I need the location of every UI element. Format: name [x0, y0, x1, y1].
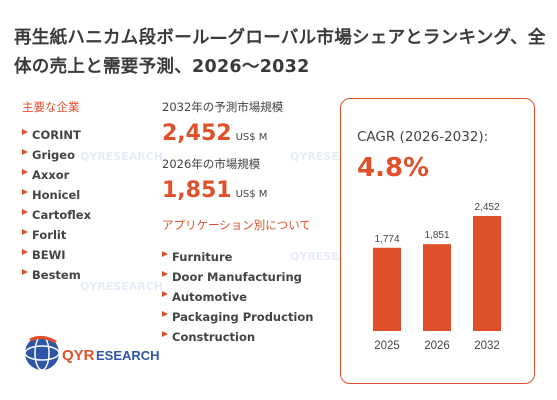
- arrow-bullet-icon: [162, 291, 168, 297]
- forecast-2032-label: 2032年の予測市場規模: [162, 100, 284, 114]
- list-item: Construction: [162, 327, 342, 347]
- market-size-section: 2032年の予測市場規模 2,452 US$ M 2026年の市場規模 1,85…: [162, 99, 342, 347]
- arrow-bullet-icon: [162, 251, 168, 257]
- arrow-bullet-icon: [22, 269, 28, 275]
- company-name: BEWI: [32, 248, 66, 262]
- company-name: Cartoflex: [32, 208, 92, 222]
- cagr-label: CAGR (2026-2032):: [357, 129, 489, 145]
- arrow-bullet-icon: [162, 311, 168, 317]
- watermark: QYRESEARCH: [80, 280, 163, 293]
- list-item: BEWI: [22, 245, 152, 265]
- arrow-bullet-icon: [162, 331, 168, 337]
- arrow-bullet-icon: [22, 129, 28, 135]
- data-label: 2,452: [474, 202, 499, 213]
- application-name: Automotive: [172, 290, 248, 304]
- list-item: Door Manufacturing: [162, 267, 342, 287]
- x-tick-label: 2025: [374, 340, 400, 352]
- forecast-2032-unit: US$ M: [235, 132, 268, 143]
- list-item: Packaging Production: [162, 307, 342, 327]
- data-label: 1,851: [424, 230, 449, 241]
- page-title: 再生紙ハニカム段ボール—グローバル市場シェアとランキング、全体の売上と需要予測、…: [14, 28, 546, 77]
- arrow-bullet-icon: [22, 169, 28, 175]
- arrow-bullet-icon: [22, 149, 28, 155]
- list-item: Honicel: [22, 185, 152, 205]
- list-item: Axxor: [22, 165, 152, 185]
- arrow-bullet-icon: [22, 229, 28, 235]
- cagr-chart-panel: CAGR (2026-2032): 4.8% 1,774 2025 1,851 202…: [340, 98, 535, 384]
- arrow-bullet-icon: [162, 271, 168, 277]
- logo-text-accent: QYR: [62, 347, 95, 364]
- bar-2025: [373, 247, 401, 331]
- size-2026-unit: US$ M: [235, 189, 268, 200]
- application-name: Packaging Production: [172, 310, 314, 324]
- qyresearch-logo: QYR ESEARCH: [22, 330, 172, 376]
- list-item: CORINT: [22, 125, 152, 145]
- companies-section: 主要な企業 CORINT Grigeo Axxor Honicel Cartof…: [22, 99, 152, 285]
- size-2026-value-row: 1,851 US$ M: [162, 178, 342, 203]
- companies-list: CORINT Grigeo Axxor Honicel Cartoflex Fo…: [22, 125, 152, 285]
- logo-text-rest: ESEARCH: [96, 348, 160, 363]
- size-2026-label: 2026年の市場規模: [162, 157, 261, 171]
- data-label: 1,774: [374, 234, 399, 245]
- applications-heading: アプリケーション別について: [162, 218, 311, 232]
- companies-heading: 主要な企業: [22, 100, 80, 114]
- company-name: Honicel: [32, 188, 81, 202]
- list-item: Automotive: [162, 287, 342, 307]
- company-name: CORINT: [32, 128, 81, 142]
- company-name: Axxor: [32, 168, 70, 182]
- x-tick-label: 2032: [474, 340, 500, 352]
- bar-chart: 1,774 2025 1,851 2026 2,452 2032: [373, 202, 501, 352]
- watermark: QYRESEARCH: [80, 150, 163, 163]
- company-name: Forlit: [32, 228, 67, 242]
- globe-logo-icon: QYR ESEARCH: [24, 335, 160, 371]
- applications-list: Furniture Door Manufacturing Automotive …: [162, 247, 342, 347]
- application-name: Door Manufacturing: [172, 270, 302, 284]
- forecast-2032-value: 2,452: [162, 121, 232, 146]
- list-item: Cartoflex: [22, 205, 152, 225]
- application-name: Construction: [172, 330, 256, 344]
- list-item: Grigeo: [22, 145, 152, 165]
- arrow-bullet-icon: [22, 189, 28, 195]
- list-item: Bestem: [22, 265, 152, 285]
- company-name: Grigeo: [32, 148, 75, 162]
- bar-2032: [473, 215, 501, 331]
- forecast-2032-value-row: 2,452 US$ M: [162, 121, 342, 146]
- cagr-value: 4.8%: [357, 153, 430, 183]
- bar-2026: [423, 244, 451, 331]
- arrow-bullet-icon: [22, 209, 28, 215]
- application-name: Furniture: [172, 250, 233, 264]
- list-item: Furniture: [162, 247, 342, 267]
- size-2026-value: 1,851: [162, 178, 232, 203]
- arrow-bullet-icon: [22, 249, 28, 255]
- list-item: Forlit: [22, 225, 152, 245]
- x-tick-label: 2026: [424, 340, 450, 352]
- company-name: Bestem: [32, 268, 81, 282]
